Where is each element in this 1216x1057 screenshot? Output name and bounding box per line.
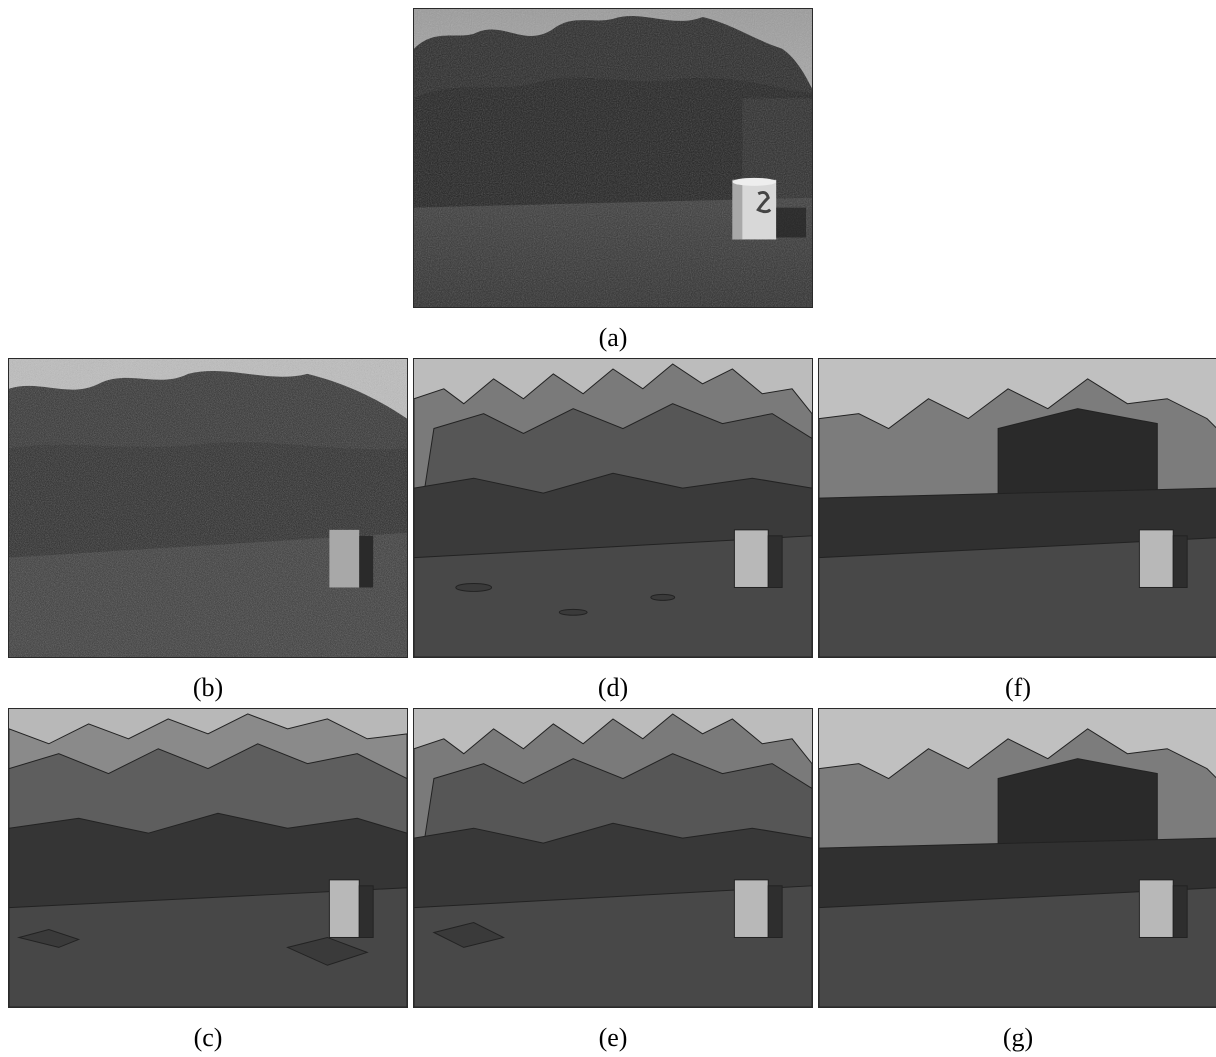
panel-a-image [413, 8, 813, 308]
caption-b: (b) [192, 673, 224, 702]
segmentation-scene [819, 359, 1216, 657]
photo-scene [414, 9, 812, 307]
segmentation-scene [414, 359, 812, 657]
segmentation-scene [9, 709, 407, 1007]
caption-e: (e) [598, 1023, 628, 1052]
panel-f-image [818, 358, 1216, 658]
panel-e-image [413, 708, 813, 1008]
superpixel-scene [9, 359, 407, 657]
caption-g: (g) [1002, 1023, 1034, 1052]
segmentation-scene [414, 709, 812, 1007]
panel-g-image [818, 708, 1216, 1008]
caption-f: (f) [1005, 673, 1031, 702]
panel-d-image [413, 358, 813, 658]
segmentation-scene [819, 709, 1216, 1007]
panel-c-image [8, 708, 408, 1008]
caption-c: (c) [193, 1023, 223, 1052]
caption-d: (d) [597, 673, 629, 702]
panel-b-image [8, 358, 408, 658]
caption-a: (a) [598, 323, 628, 352]
